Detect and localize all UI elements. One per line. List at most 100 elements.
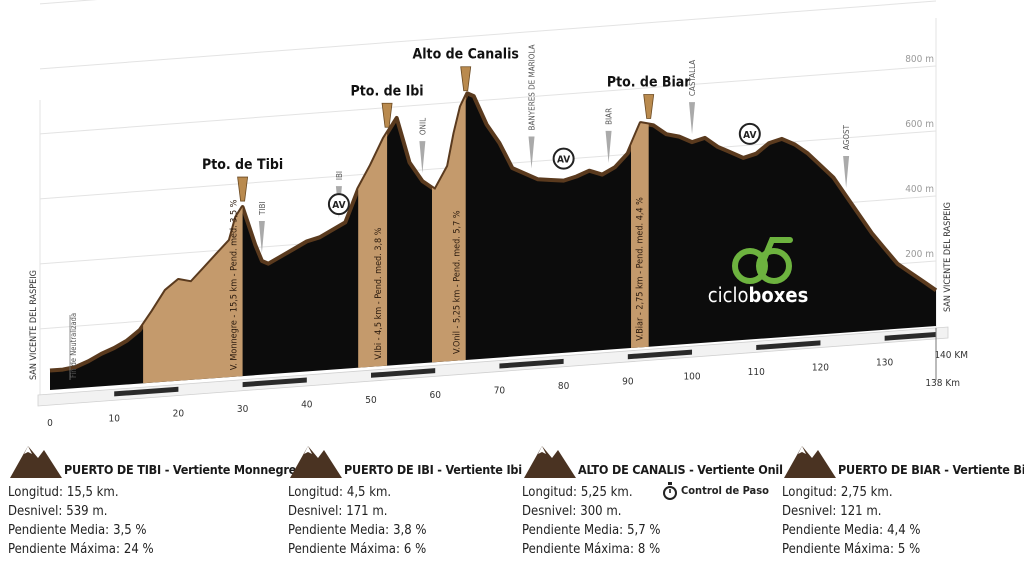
start-town-label: SAN VICENTE DEL RASPEIG (29, 270, 39, 380)
mountain-icon (524, 446, 576, 478)
y-tick-label: 200 m (905, 249, 934, 260)
stat-avg-grade: Pendiente Media: 5,7 % (522, 523, 661, 538)
stat-max-grade: Pendiente Máxima: 5 % (782, 542, 921, 557)
av-marker-label: AV (557, 155, 570, 166)
town-label: CASTALLA (688, 60, 697, 96)
summit-marker (460, 66, 472, 92)
brand-logo: cicloboxes (708, 237, 809, 307)
mountain-icon (290, 446, 342, 478)
gridline (39, 0, 98, 5)
stat-max-grade: Pendiente Máxima: 8 % (522, 542, 661, 557)
av-marker-label: AV (332, 200, 345, 211)
town-label: TIBI (258, 201, 267, 216)
km-bar-segment (756, 340, 821, 350)
climb-title: PUERTO DE TIBI - Vertiente Monnegre (64, 462, 297, 477)
stat-length: Longitud: 5,25 km. (522, 485, 633, 500)
brand-logo-ring-right (756, 248, 792, 284)
x-end-label-km: 140 KM (934, 350, 968, 361)
x-tick-label: 0 (47, 418, 53, 429)
brand-logo-ring-left (732, 248, 768, 284)
y-tick-label: 600 m (905, 119, 934, 130)
av-marker-label: AV (743, 130, 756, 141)
stat-max-grade: Pendiente Máxima: 24 % (8, 542, 154, 557)
summit-marker (381, 102, 393, 128)
town-label: ONIL (418, 118, 427, 135)
stat-avg-grade: Pendiente Media: 3,5 % (8, 523, 147, 538)
x-tick-label: 60 (429, 390, 441, 401)
summit-marker (643, 94, 655, 119)
brand-wordmark-right: boxes (749, 283, 809, 307)
km-bar-segment (499, 358, 564, 369)
x-tick-label: 10 (108, 413, 120, 424)
climb-segment (432, 96, 466, 363)
x-tick-label: 50 (365, 395, 377, 406)
y-tick-label: 400 m (905, 184, 934, 195)
av-marker (327, 193, 350, 216)
climb-segments: V. Monnegre - 15,5 km - Pend. med. 3,5 %… (143, 96, 649, 384)
town-pin (843, 155, 850, 188)
end-town-label: SAN VICENTE DEL RASPEIG (943, 202, 953, 312)
climb-panel-biar: PUERTO DE BIAR - Vertiente Biar Longitud… (782, 440, 1024, 564)
climb-segment-label: V. Monnegre - 15,5 km - Pend. med. 3,5 % (230, 199, 240, 370)
summit-label: Pto. de Biar (607, 75, 691, 91)
climb-title: ALTO DE CANALIS - Vertiente Onil (578, 462, 783, 477)
town-pin (689, 102, 696, 135)
chart-labels: SAN VICENTE DEL RASPEIG Fin de Neutraliza… (29, 202, 953, 380)
mountain-icon (784, 446, 836, 478)
stat-length: Longitud: 2,75 km. (782, 485, 893, 500)
town-label: BIAR (605, 108, 614, 125)
climb-title: PUERTO DE BIAR - Vertiente Biar (838, 462, 1024, 477)
town-pin (258, 220, 265, 253)
climb-segment (143, 207, 243, 384)
summit-label: Alto de Canalis (413, 47, 519, 63)
climb-segment (358, 133, 388, 368)
y-tick-label: 800 m (905, 54, 934, 65)
gridline (39, 0, 937, 70)
x-tick-label: 40 (301, 399, 313, 410)
x-tick-label: 70 (494, 386, 506, 397)
x-tick-label: 20 (173, 409, 185, 420)
stat-max-grade: Pendiente Máxima: 6 % (288, 542, 427, 557)
x-tick-label: 80 (558, 381, 570, 392)
stat-length: Longitud: 15,5 km. (8, 485, 119, 500)
climb-panel-tibi: PUERTO DE TIBI - Vertiente Monnegre Long… (8, 440, 296, 564)
town-label: BANYERES DE MARIOLA (528, 44, 537, 130)
neutralized-end-label: Fin de Neutralizada (69, 313, 78, 378)
gridline (39, 65, 937, 135)
stat-avg-grade: Pendiente Media: 3,8 % (288, 523, 427, 538)
x-tick-label: 30 (237, 404, 249, 415)
x-tick-label: 100 (683, 372, 700, 383)
route-markers: Pto. de Tibi Pto. de Ibi Alto de Canalis Pt… (202, 44, 851, 253)
elevation-area (50, 93, 936, 391)
stat-elevation: Desnivel: 121 m. (782, 504, 882, 519)
town-pin (419, 141, 426, 174)
chart-base-slab (37, 326, 949, 407)
climb-segment (631, 123, 649, 349)
x-tick-label: 130 (876, 358, 893, 369)
climb-segment-label: V.Ibi - 4,5 km - Pend. med. 3,8 % (374, 227, 384, 359)
town-label: IBI (335, 171, 344, 180)
stat-elevation: Desnivel: 300 m. (522, 504, 622, 519)
summit-label: Pto. de Tibi (202, 157, 283, 173)
x-tick-label: 110 (748, 367, 765, 378)
km-bar-segment (371, 368, 436, 378)
climb-panel-ibi: PUERTO DE IBI - Vertiente Ibi Longitud: 4… (288, 440, 538, 564)
brand-logo-frame (759, 237, 793, 267)
km-bar-segment (242, 377, 307, 388)
brand-wordmark-left: ciclo (708, 283, 749, 307)
x-tick-label: 90 (622, 376, 634, 387)
control-de-paso: Control de Paso (662, 482, 769, 500)
stopwatch-icon (663, 482, 677, 500)
chart-base: 0 10 20 30 40 50 60 70 80 90 100 110 120 130 140 KM 138… (37, 326, 968, 429)
climb-segment-label: V.Onil - 5,25 km - Pend. med. 5,7 % (453, 210, 463, 354)
km-bar-segment (627, 349, 693, 360)
km-bar-segment (114, 386, 179, 397)
climb-segment-label: V.Biar - 2,75 km - Pend. med. 4,4 % (636, 197, 646, 341)
stat-length: Longitud: 4,5 km. (288, 485, 392, 500)
climb-title: PUERTO DE IBI - Vertiente Ibi (344, 462, 522, 477)
stat-elevation: Desnivel: 171 m. (288, 504, 388, 519)
km-bar-segment (884, 332, 936, 341)
brand-wordmark: cicloboxes (708, 283, 809, 307)
summit-marker (237, 176, 249, 202)
